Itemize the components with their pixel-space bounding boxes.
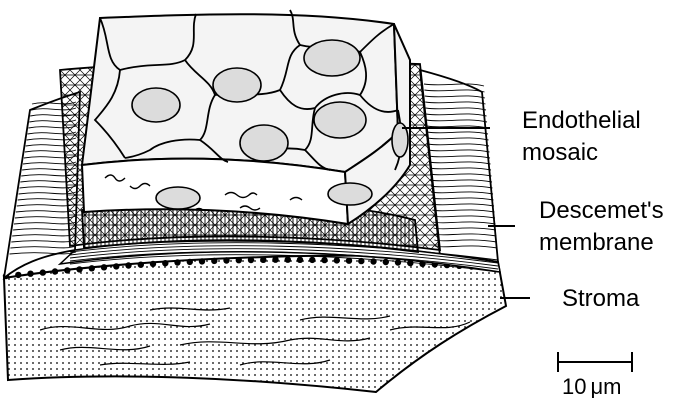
scale-bar-unit: μm [590, 374, 621, 399]
endothelial-block [80, 9, 411, 226]
label-endothelial-line2: mosaic [522, 139, 598, 166]
cytoplasm-squiggles [104, 174, 303, 211]
fibrous-shell [2, 68, 501, 281]
scale-bar: 10 μm [557, 352, 633, 399]
leader-lines [402, 127, 530, 299]
scale-bar-value: 10 [562, 374, 586, 399]
label-stroma: Stroma [562, 285, 640, 312]
stroma-layer [2, 254, 508, 394]
label-descemet-line1: Descemet's [539, 197, 664, 224]
cell-nuclei [131, 39, 409, 210]
label-endothelial-line1: Endothelial [522, 107, 641, 134]
label-descemet-line2: membrane [539, 229, 654, 256]
scale-bar-label: 10 μm [562, 374, 622, 399]
